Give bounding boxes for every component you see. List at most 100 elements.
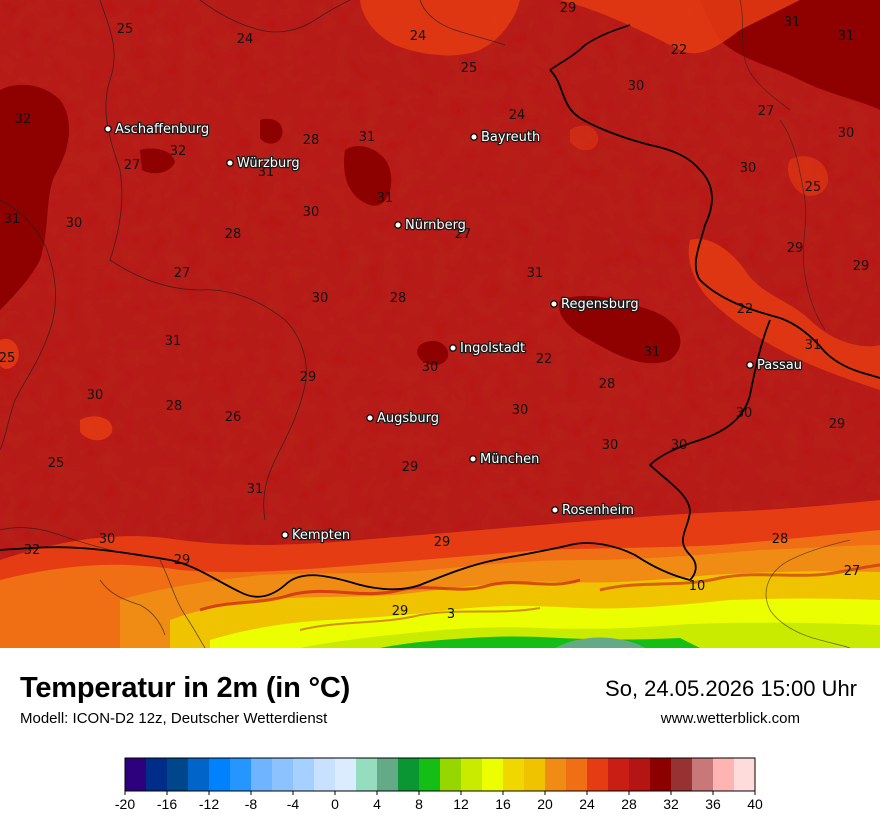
- legend-swatch: [125, 758, 147, 791]
- legend-tick-label: -4: [287, 796, 300, 812]
- city-marker: Nürnberg: [394, 217, 467, 234]
- legend-tick-label: 16: [495, 796, 511, 812]
- legend-swatch: [692, 758, 714, 791]
- temperature-value: 31: [838, 29, 855, 44]
- temperature-value: 30: [671, 438, 688, 453]
- temperature-value: 31: [527, 266, 544, 281]
- legend-tick-label: 8: [415, 796, 423, 812]
- bavaria-border: [549, 69, 880, 379]
- temperature-value: 27: [455, 227, 472, 242]
- map-title: Temperatur in 2m (in °C): [20, 672, 351, 704]
- temperature-value: 32: [15, 112, 32, 127]
- temperature-value: 31: [165, 334, 182, 349]
- city-marker: Regensburg: [550, 296, 640, 313]
- temperature-value: 30: [66, 216, 83, 231]
- legend-swatch: [566, 758, 588, 791]
- city-marker: Rosenheim: [551, 502, 635, 519]
- forecast-datetime: So, 24.05.2026 15:00 Uhr: [605, 676, 857, 701]
- temperature-value: 29: [434, 535, 451, 550]
- temperature-value: 28: [772, 532, 789, 547]
- temperature-value: 29: [560, 1, 577, 16]
- temperature-value: 29: [787, 241, 804, 256]
- city-dot: [550, 300, 558, 308]
- city-dot: [551, 506, 559, 514]
- legend-swatch: [398, 758, 420, 791]
- temperature-value: 30: [303, 205, 320, 220]
- legend-swatch: [188, 758, 210, 791]
- city-label: Augsburg: [377, 411, 439, 426]
- legend-swatch: [587, 758, 609, 791]
- city-label: Regensburg: [561, 297, 639, 312]
- temperature-value: 30: [87, 388, 104, 403]
- temperature-value: 24: [509, 108, 526, 123]
- city-label: München: [480, 452, 539, 467]
- legend-swatch: [608, 758, 630, 791]
- city-label: Rosenheim: [562, 503, 634, 518]
- cities: Aschaffenburg Würzburg Bayreuth Nürnberg Reg…: [104, 121, 803, 544]
- hot-areas: [0, 0, 880, 366]
- city-marker: Aschaffenburg: [104, 121, 210, 138]
- temperature-value: 25: [805, 180, 822, 195]
- temperature-value: 32: [170, 144, 187, 159]
- temperature-value: 29: [392, 604, 409, 619]
- city-marker: München: [469, 451, 541, 468]
- temperature-value: 24: [237, 32, 254, 47]
- legend-swatch: [482, 758, 504, 791]
- city-label: Bayreuth: [481, 130, 540, 145]
- legend-swatch: [356, 758, 378, 791]
- legend-tick-label: 36: [705, 796, 721, 812]
- temperature-value: 30: [602, 438, 619, 453]
- temperature-value: 22: [671, 43, 688, 58]
- legend-frame: [124, 757, 756, 792]
- temperature-value: 31: [258, 165, 275, 180]
- legend-swatch: [146, 758, 168, 791]
- temperature-value: 28: [599, 377, 616, 392]
- legend-tick-label: 0: [331, 796, 339, 812]
- temperature-value: 27: [844, 564, 861, 579]
- city-dot: [469, 455, 477, 463]
- legend-swatch: [335, 758, 357, 791]
- legend-tick-label: 4: [373, 796, 381, 812]
- legend-tick-label: -16: [157, 796, 177, 812]
- temperature-value: 30: [838, 126, 855, 141]
- temperature-value: 31: [377, 191, 394, 206]
- temperature-map: 25 24 24 25 29 31 31 22 32 32 27 28 31 30 24 27 31 31 30 31…: [0, 0, 880, 648]
- city-marker: Ingolstadt: [449, 340, 526, 357]
- city-label: Kempten: [292, 528, 350, 543]
- legend-tick-label: -20: [115, 796, 135, 812]
- temperature-value: 25: [48, 456, 65, 471]
- legend-swatch: [293, 758, 315, 791]
- temperature-value: 32: [24, 543, 41, 558]
- city-dot: [366, 414, 374, 422]
- city-label: Passau: [757, 358, 802, 373]
- color-legend: -20 -16 -12 -8 -4 0 4 8 12 16 20 24 28 32 36 40: [0, 748, 880, 830]
- city-label: Würzburg: [237, 156, 300, 171]
- legend-swatch: [167, 758, 189, 791]
- legend-swatch: [713, 758, 735, 791]
- temperature-value: 31: [4, 212, 21, 227]
- cooler-northeast: [0, 0, 880, 441]
- temperature-value: 27: [174, 266, 191, 281]
- temperature-value: 30: [422, 360, 439, 375]
- temperature-value: 10: [689, 579, 706, 594]
- temperature-value: 28: [390, 291, 407, 306]
- temperature-value: 29: [174, 553, 191, 568]
- temperature-value: 31: [359, 130, 376, 145]
- website-link[interactable]: www.wetterblick.com: [660, 710, 800, 727]
- city-dot: [226, 159, 234, 167]
- temperature-value: 25: [117, 22, 134, 37]
- legend-tick-label: 24: [579, 796, 595, 812]
- temperature-value: 27: [124, 158, 141, 173]
- temperature-value: 30: [736, 406, 753, 421]
- city-dot: [281, 531, 289, 539]
- legend-swatch: [671, 758, 693, 791]
- legend-tick-label: 12: [453, 796, 469, 812]
- temperature-value: 25: [461, 61, 478, 76]
- legend-swatch: [272, 758, 294, 791]
- legend-tick-label: 28: [621, 796, 637, 812]
- legend-swatch: [314, 758, 336, 791]
- legend-swatch: [545, 758, 567, 791]
- legend-tick-label: -12: [199, 796, 219, 812]
- temperature-value: 29: [853, 259, 870, 274]
